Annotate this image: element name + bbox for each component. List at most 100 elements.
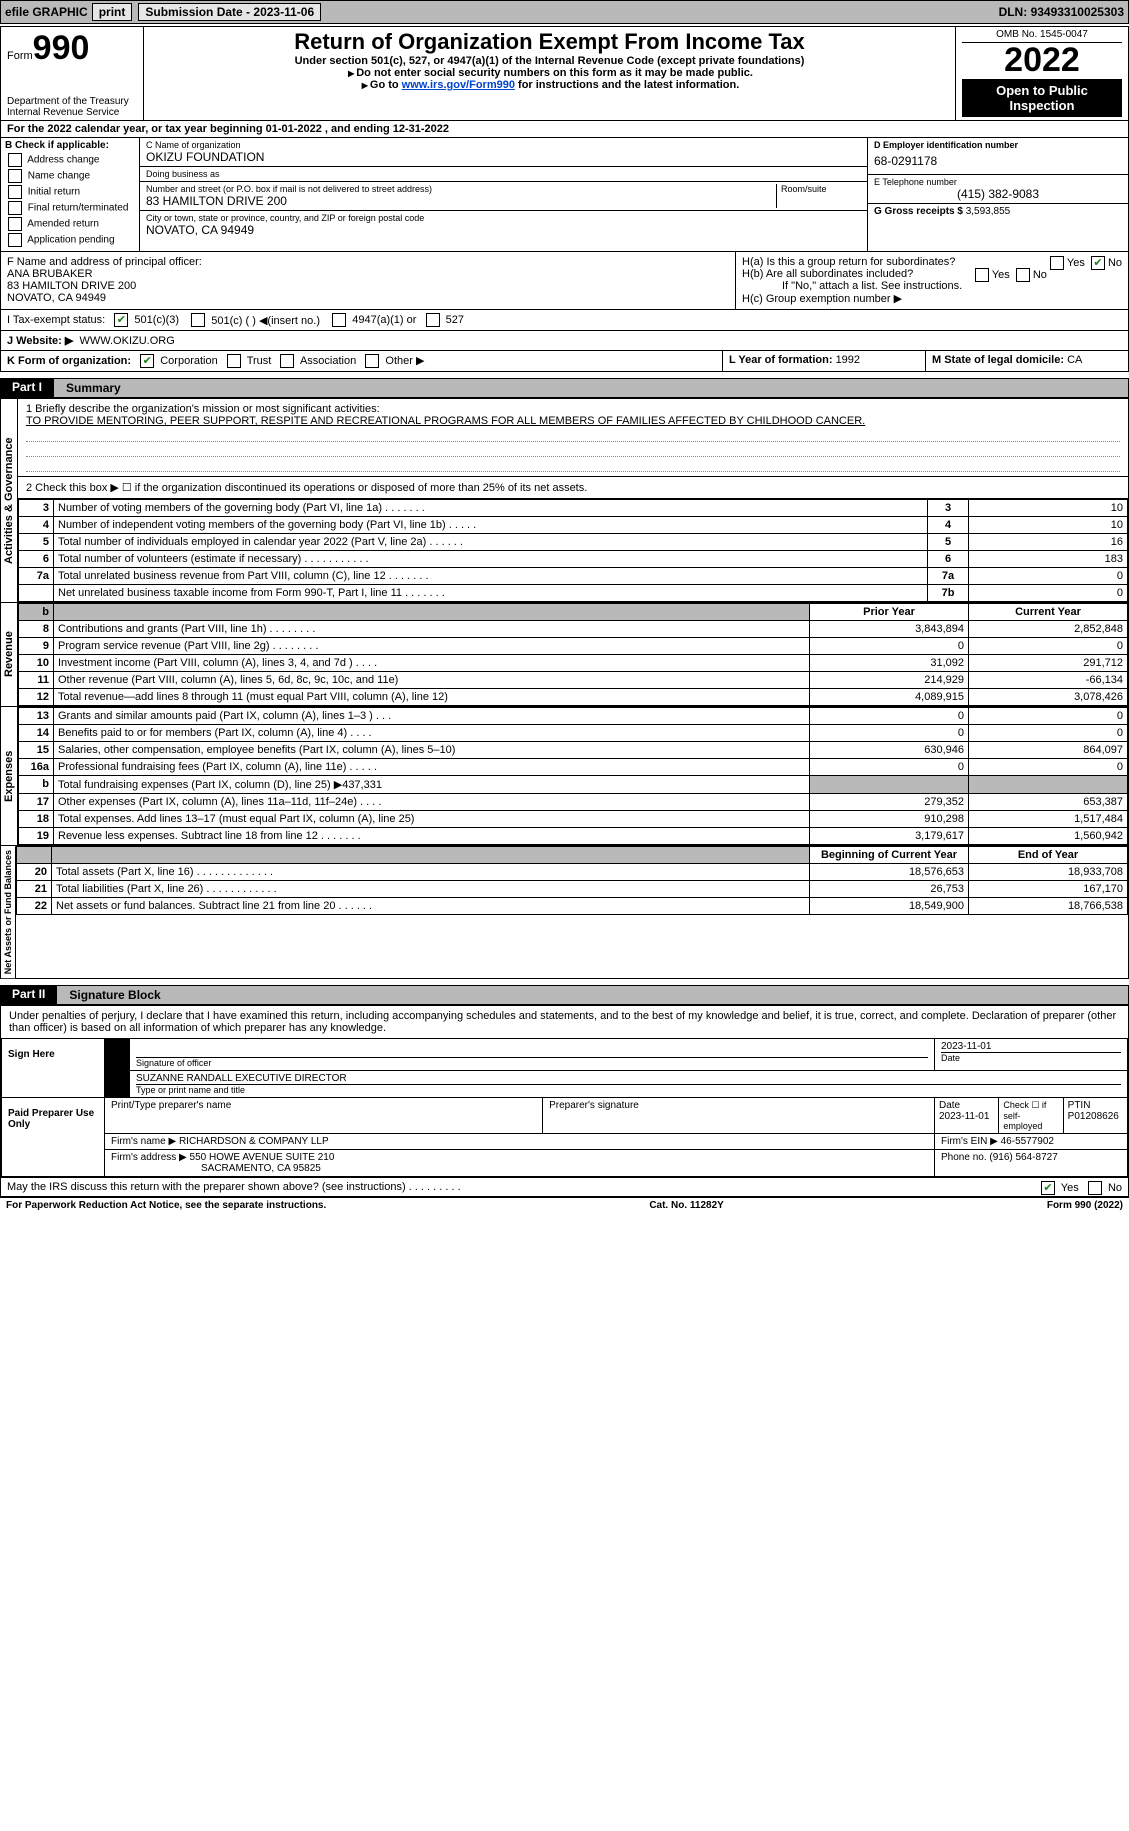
line-2: 2 Check this box ▶ ☐ if the organization… <box>18 477 1128 499</box>
revenue-grid: Revenue b Prior Year Current Year 8Contr… <box>0 603 1129 707</box>
may-irs-discuss: May the IRS discuss this return with the… <box>1 1177 1128 1196</box>
table-row: 20Total assets (Part X, line 16) . . . .… <box>17 864 1128 881</box>
officer-name-title: SUZANNE RANDALL EXECUTIVE DIRECTOR <box>136 1073 1121 1084</box>
section-bcdeg: B Check if applicable: Address change Na… <box>0 138 1129 252</box>
ein: 68-0291178 <box>874 150 1122 172</box>
checkbox-option[interactable]: Initial return <box>5 185 135 199</box>
subtitle-1: Under section 501(c), 527, or 4947(a)(1)… <box>150 55 949 67</box>
subtitle-2: Do not enter social security numbers on … <box>356 67 753 79</box>
table-row: 19Revenue less expenses. Subtract line 1… <box>19 828 1128 845</box>
checkbox-option[interactable]: Application pending <box>5 233 135 247</box>
box-e: E Telephone number(415) 382-9083 <box>868 175 1128 204</box>
box-k: K Form of organization: Corporation Trus… <box>1 351 723 371</box>
vtab-netassets: Net Assets or Fund Balances <box>1 846 16 978</box>
box-c: C Name of organizationOKIZU FOUNDATION D… <box>140 138 867 251</box>
tax-year: 2022 <box>962 43 1122 77</box>
netassets-grid: Net Assets or Fund Balances Beginning of… <box>0 846 1129 979</box>
firm-address: 550 HOWE AVENUE SUITE 210 <box>190 1152 335 1163</box>
gross-receipts: 3,593,855 <box>966 206 1011 217</box>
box-d: D Employer identification number68-02911… <box>868 138 1128 175</box>
firm-phone: (916) 564-8727 <box>989 1152 1057 1163</box>
vtab-expenses: Expenses <box>1 707 18 845</box>
form-title: Return of Organization Exempt From Incom… <box>150 29 949 55</box>
table-row: 4Number of independent voting members of… <box>19 517 1128 534</box>
signature-block: Under penalties of perjury, I declare th… <box>0 1005 1129 1197</box>
mission-q: 1 Briefly describe the organization's mi… <box>26 403 1120 415</box>
table-row: 16aProfessional fundraising fees (Part I… <box>19 759 1128 776</box>
year-formation: 1992 <box>836 354 860 366</box>
mission-text: TO PROVIDE MENTORING, PEER SUPPORT, RESP… <box>26 415 1120 427</box>
irs-link[interactable]: www.irs.gov/Form990 <box>402 79 515 91</box>
phone: (415) 382-9083 <box>874 187 1122 201</box>
box-f: F Name and address of principal officer:… <box>1 252 736 309</box>
ptin: P01208626 <box>1068 1111 1119 1122</box>
governance-table: 3Number of voting members of the governi… <box>18 499 1128 602</box>
form-header: Form990 Department of the Treasury Inter… <box>0 26 1129 121</box>
submission-date: Submission Date - 2023-11-06 <box>138 3 321 21</box>
declaration: Under penalties of perjury, I declare th… <box>1 1006 1128 1038</box>
vtab-revenue: Revenue <box>1 603 18 706</box>
part2-header: Part II Signature Block <box>0 985 1129 1005</box>
table-row: 10Investment income (Part VIII, column (… <box>19 655 1128 672</box>
org-city: NOVATO, CA 94949 <box>146 223 861 237</box>
box-j: J Website: ▶ WWW.OKIZU.ORG <box>0 331 1129 351</box>
top-bar: efile GRAPHIC print Submission Date - 20… <box>0 0 1129 24</box>
table-row: 5Total number of individuals employed in… <box>19 534 1128 551</box>
dept-treasury: Department of the Treasury <box>7 96 137 107</box>
self-employed: Check ☐ if self-employed <box>999 1098 1063 1133</box>
org-name: OKIZU FOUNDATION <box>146 150 861 164</box>
table-row: 15Salaries, other compensation, employee… <box>19 742 1128 759</box>
vtab-governance: Activities & Governance <box>1 399 18 602</box>
pra-notice: For Paperwork Reduction Act Notice, see … <box>6 1200 326 1211</box>
form-footer: Form 990 (2022) <box>1047 1200 1123 1211</box>
sign-here: Sign Here <box>2 1039 105 1098</box>
table-row: 6Total number of volunteers (estimate if… <box>19 551 1128 568</box>
corp-check <box>140 354 154 368</box>
expenses-table: 13Grants and similar amounts paid (Part … <box>18 707 1128 845</box>
table-row: 12Total revenue—add lines 8 through 11 (… <box>19 689 1128 706</box>
cat-no: Cat. No. 11282Y <box>649 1200 723 1211</box>
open-to-public: Open to Public Inspection <box>962 79 1122 117</box>
form-number: 990 <box>33 29 90 67</box>
firm-name: RICHARDSON & COMPANY LLP <box>179 1136 329 1147</box>
irs-label: Internal Revenue Service <box>7 107 137 118</box>
table-row: 18Total expenses. Add lines 13–17 (must … <box>19 811 1128 828</box>
irs-yes-check <box>1041 1181 1055 1195</box>
table-row: 8Contributions and grants (Part VIII, li… <box>19 621 1128 638</box>
box-l: L Year of formation: 1992 <box>723 351 926 371</box>
efile-label: efile GRAPHIC <box>5 5 88 19</box>
section-klm: K Form of organization: Corporation Trus… <box>0 351 1129 372</box>
form-word: Form <box>7 50 33 62</box>
print-button[interactable]: print <box>92 3 133 21</box>
501c3-check <box>114 313 128 327</box>
checkbox-option[interactable]: Final return/terminated <box>5 201 135 215</box>
section-fh: F Name and address of principal officer:… <box>0 252 1129 310</box>
table-row: 14Benefits paid to or for members (Part … <box>19 725 1128 742</box>
expenses-grid: Expenses 13Grants and similar amounts pa… <box>0 707 1129 846</box>
paid-preparer: Paid Preparer Use Only <box>2 1098 105 1177</box>
table-row: 22Net assets or fund balances. Subtract … <box>17 898 1128 915</box>
table-row: 13Grants and similar amounts paid (Part … <box>19 708 1128 725</box>
ha-no-check <box>1091 256 1105 270</box>
table-row: 9Program service revenue (Part VIII, lin… <box>19 638 1128 655</box>
checkbox-option[interactable]: Address change <box>5 153 135 167</box>
box-h: H(a) Is this a group return for subordin… <box>736 252 1128 309</box>
website: WWW.OKIZU.ORG <box>79 335 174 347</box>
prep-date: 2023-11-01 <box>939 1111 989 1122</box>
box-i: I Tax-exempt status: 501(c)(3) 501(c) ( … <box>0 310 1129 331</box>
table-row: 7aTotal unrelated business revenue from … <box>19 568 1128 585</box>
part1-header: Part I Summary <box>0 378 1129 398</box>
box-b: B Check if applicable: Address change Na… <box>1 138 140 251</box>
table-row: Net unrelated business taxable income fr… <box>19 585 1128 602</box>
checkbox-option[interactable]: Name change <box>5 169 135 183</box>
checkbox-option[interactable]: Amended return <box>5 217 135 231</box>
dln: DLN: 93493310025303 <box>999 5 1124 19</box>
netassets-table: Beginning of Current Year End of Year 20… <box>16 846 1128 915</box>
table-row: 21Total liabilities (Part X, line 26) . … <box>17 881 1128 898</box>
revenue-table: b Prior Year Current Year 8Contributions… <box>18 603 1128 706</box>
org-address: 83 HAMILTON DRIVE 200 <box>146 194 776 208</box>
line-a: For the 2022 calendar year, or tax year … <box>0 121 1129 138</box>
state-domicile: CA <box>1067 354 1082 366</box>
table-row: 3Number of voting members of the governi… <box>19 500 1128 517</box>
sig-date: 2023-11-01 <box>941 1041 1121 1052</box>
